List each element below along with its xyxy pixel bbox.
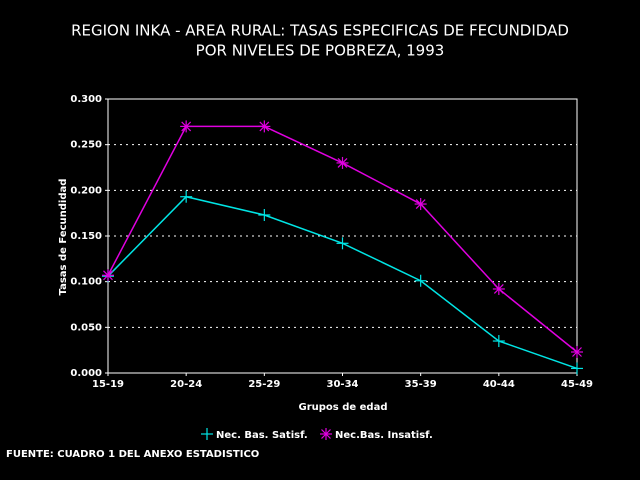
y-tick-label: 0.200 [70, 185, 102, 196]
y-axis-label: Tasas de Fecundidad [58, 179, 69, 296]
chart-title: POR NIVELES DE POBREZA, 1993 [196, 42, 445, 60]
legend-label: Nec. Bas. Satisf. [216, 430, 308, 441]
marker-stroke [321, 429, 331, 439]
x-axis-label: Grupos de edad [299, 402, 388, 413]
marker [336, 156, 349, 169]
marker-stroke [415, 199, 426, 209]
x-tick-label: 25-29 [248, 379, 280, 390]
marker-stroke [259, 121, 270, 132]
marker [320, 428, 332, 440]
marker [414, 198, 427, 211]
y-tick-label: 0.250 [70, 140, 102, 151]
x-tick-label: 20-24 [170, 379, 202, 390]
y-tick-label: 0.300 [70, 94, 102, 105]
marker-stroke [103, 270, 113, 281]
marker [102, 269, 114, 282]
chart-title: REGION INKA - AREA RURAL: TASAS ESPECIFI… [71, 22, 569, 40]
marker [336, 237, 349, 250]
x-tick-label: 15-19 [92, 379, 124, 390]
y-tick-label: 0.150 [70, 231, 102, 242]
marker-stroke [493, 284, 504, 294]
marker-stroke [572, 347, 582, 357]
series-line [107, 195, 578, 370]
marker [571, 362, 583, 375]
y-tick-label: 0.100 [70, 277, 102, 288]
marker [180, 120, 193, 133]
marker [258, 120, 271, 133]
marker [571, 345, 583, 358]
source-note: FUENTE: CUADRO 1 DEL ANEXO ESTADISTICO [6, 449, 259, 460]
marker [180, 190, 193, 203]
y-tick-label: 0.000 [70, 368, 102, 379]
legend-label: Nec.Bas. Insatisf. [335, 430, 433, 441]
marker [492, 282, 505, 295]
x-tick-label: 30-34 [327, 379, 359, 390]
marker-stroke [181, 121, 192, 132]
marker-stroke [337, 158, 348, 168]
y-tick-label: 0.050 [70, 322, 102, 333]
x-tick-label: 40-44 [483, 379, 515, 390]
marker [201, 428, 213, 440]
marker [492, 335, 505, 348]
x-tick-label: 45-49 [561, 379, 593, 390]
marker [258, 208, 271, 221]
marker [414, 274, 427, 287]
x-tick-label: 35-39 [405, 379, 437, 390]
